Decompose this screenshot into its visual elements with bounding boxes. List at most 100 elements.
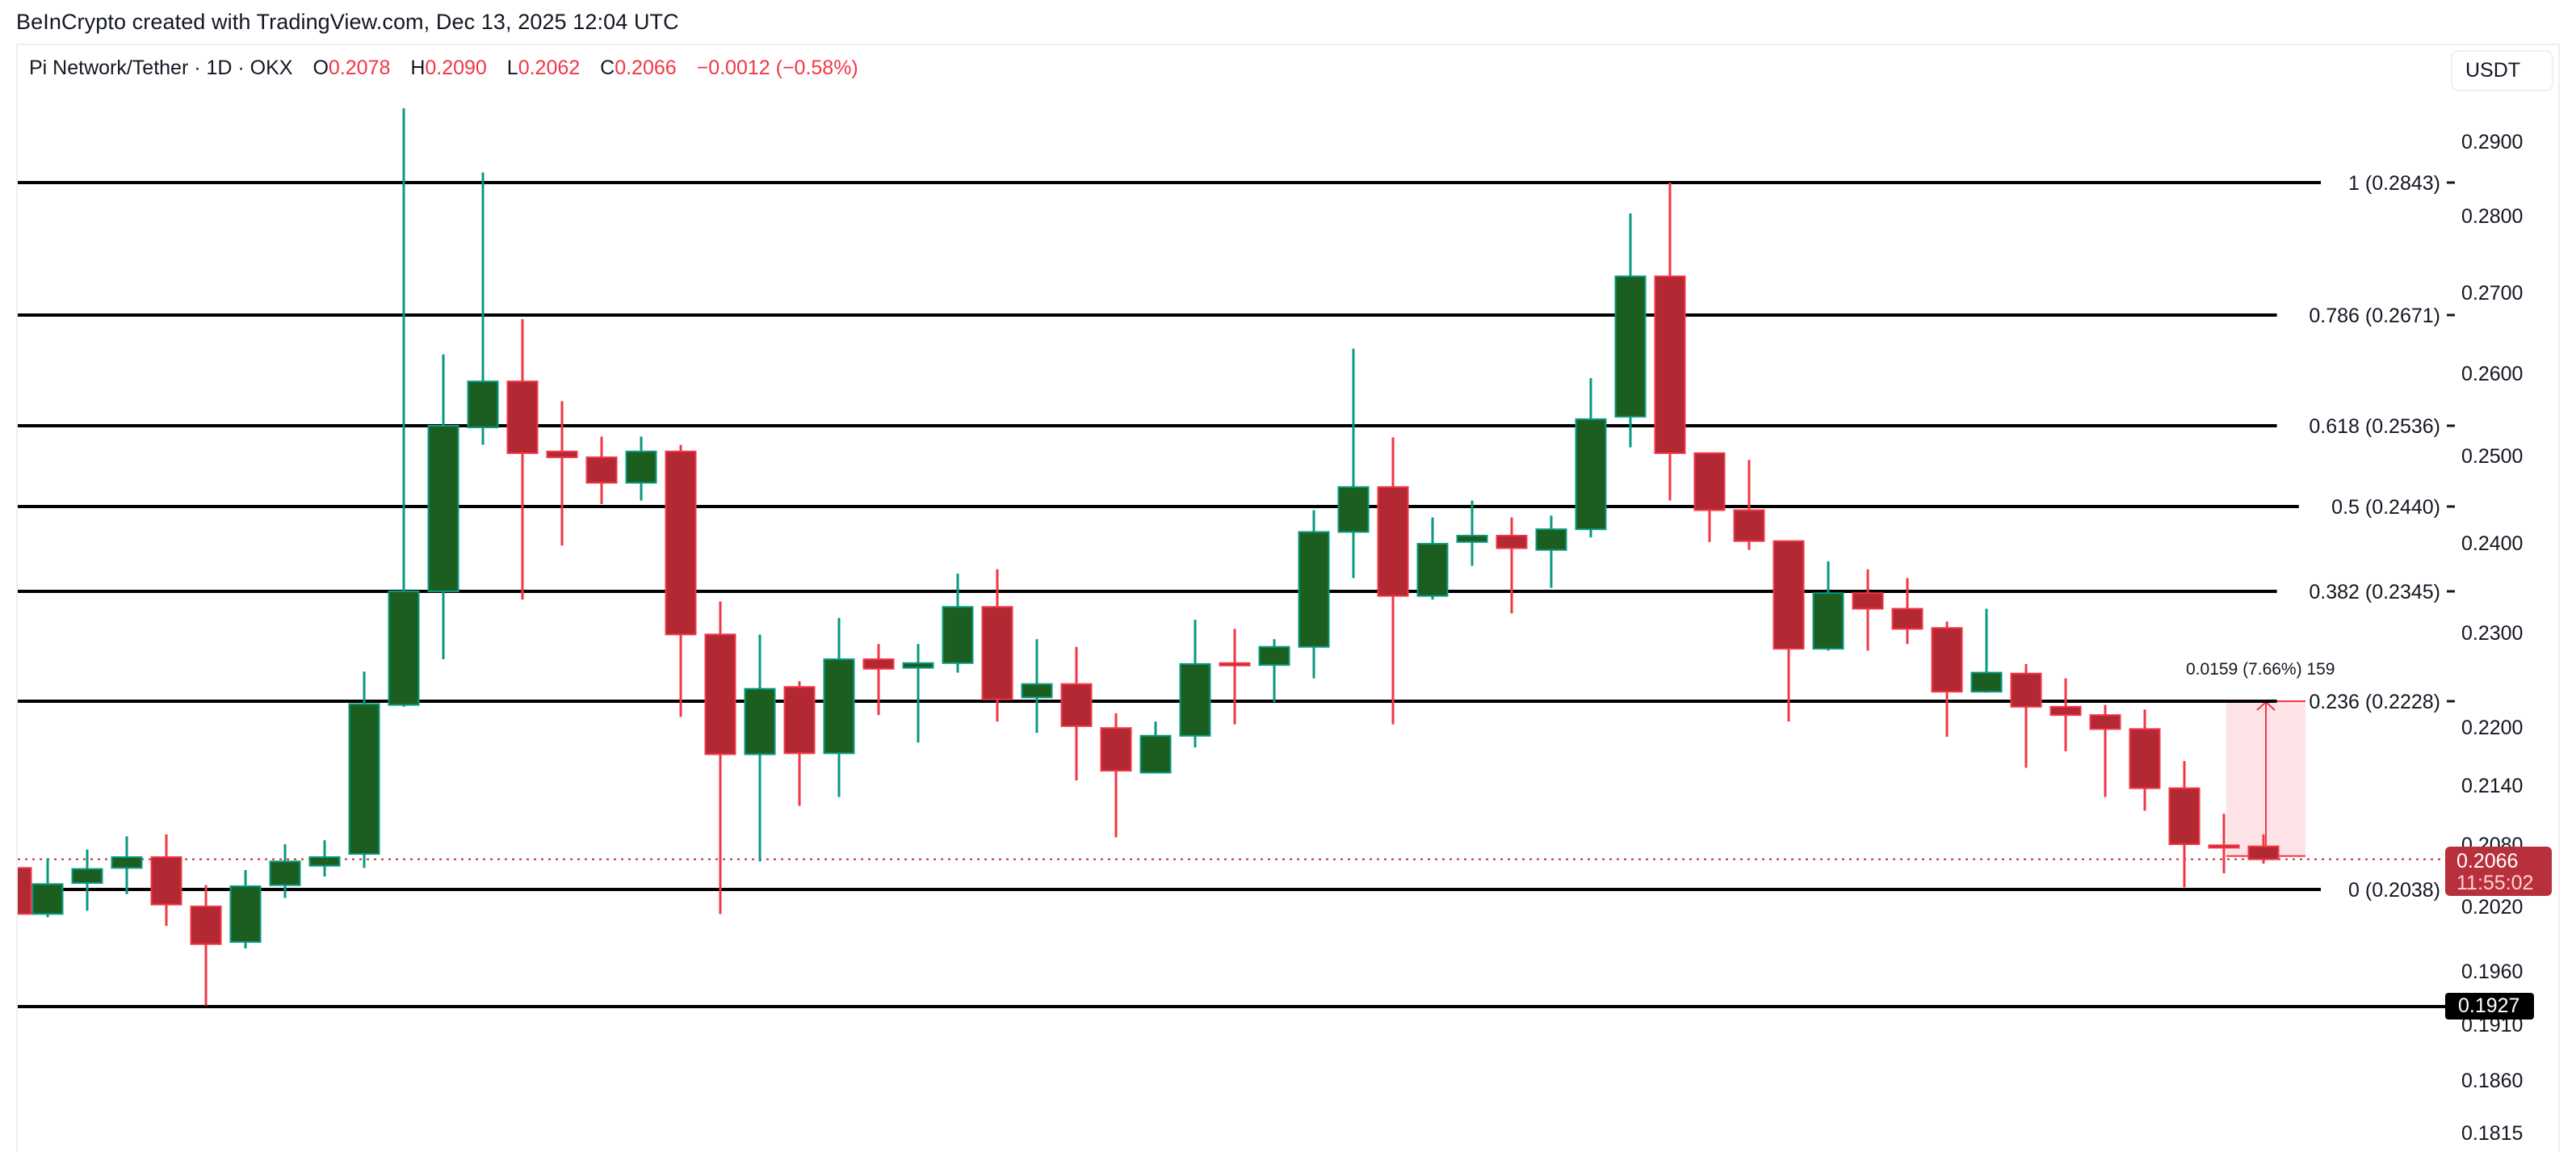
candle-body xyxy=(783,686,816,755)
bullish-candle[interactable] xyxy=(1416,517,1449,600)
bearish-candle[interactable] xyxy=(1891,578,1924,645)
bullish-candle[interactable] xyxy=(902,644,934,743)
candle-body xyxy=(1219,662,1251,666)
chart-frame xyxy=(16,44,2560,1152)
fibonacci-retracement[interactable]: 1 (0.2843) 0.786 (0.2671) 0.618 (0.2536) 0.… xyxy=(18,172,2455,1008)
bullish-candle[interactable] xyxy=(71,849,103,911)
bullish-candle[interactable] xyxy=(1337,348,1370,578)
bullish-candle[interactable] xyxy=(1456,500,1488,566)
symbol-title[interactable]: Pi Network/Tether · 1D · OKX xyxy=(29,57,293,79)
bearish-candle[interactable] xyxy=(506,319,539,600)
candle-body xyxy=(2089,714,2121,730)
currency-unit-button[interactable]: USDT xyxy=(2451,50,2553,91)
bullish-candle[interactable] xyxy=(269,844,301,898)
bearish-candle[interactable] xyxy=(2,861,32,917)
price-axis-label: 0.1960 xyxy=(2461,961,2523,983)
candle-body xyxy=(546,450,578,459)
bullish-candle[interactable] xyxy=(823,617,855,797)
bullish-candle[interactable] xyxy=(942,574,974,673)
price-axis-label: 0.2140 xyxy=(2461,775,2523,797)
bullish-candle[interactable] xyxy=(31,858,64,918)
candle-body xyxy=(2129,728,2161,789)
candle-body xyxy=(1812,592,1844,650)
bearish-candle[interactable] xyxy=(2049,678,2082,751)
bullish-candle[interactable] xyxy=(1575,378,1607,538)
bearish-candle[interactable] xyxy=(1773,540,1805,722)
bullish-candle[interactable] xyxy=(744,634,776,862)
bearish-candle[interactable] xyxy=(665,444,697,717)
bearish-candle[interactable] xyxy=(1377,437,1409,725)
bearish-candle[interactable] xyxy=(1654,183,1686,501)
bearish-candle[interactable] xyxy=(862,644,895,716)
bearish-candle[interactable] xyxy=(2129,709,2161,811)
bullish-candle[interactable] xyxy=(625,436,657,501)
candle-body xyxy=(1891,608,1924,630)
price-axis-label: 0.2400 xyxy=(2461,532,2523,555)
candle-body xyxy=(2049,705,2082,717)
bearish-candle[interactable] xyxy=(981,569,1013,722)
bearish-candle[interactable] xyxy=(1100,713,1132,838)
bullish-candle[interactable] xyxy=(1970,608,2003,693)
candle-body xyxy=(1100,727,1132,772)
bearish-candle[interactable] xyxy=(585,436,618,504)
candle-body xyxy=(1139,734,1172,774)
price-axis[interactable]: 0.2900 0.2800 0.2700 0.2600 0.2500 0.2400 0.23… xyxy=(2461,131,2523,1145)
bullish-candle[interactable] xyxy=(1298,510,1330,679)
candle-body xyxy=(665,450,697,636)
bearish-candle[interactable] xyxy=(783,681,816,806)
bullish-candle[interactable] xyxy=(427,354,459,660)
bearish-candle[interactable] xyxy=(150,834,183,926)
bullish-candle[interactable] xyxy=(1614,213,1647,448)
candle-body xyxy=(2168,787,2201,846)
bullish-candle[interactable] xyxy=(229,870,262,948)
bearish-candle[interactable] xyxy=(2247,834,2280,864)
bullish-candle[interactable] xyxy=(1021,639,1053,734)
bullish-candle[interactable] xyxy=(1179,620,1211,748)
candle-body xyxy=(1773,540,1805,650)
bearish-candle[interactable] xyxy=(704,601,736,914)
bearish-candle[interactable] xyxy=(190,885,222,1006)
price-axis-label: 0.2300 xyxy=(2461,622,2523,645)
bearish-candle[interactable] xyxy=(1852,569,1884,651)
bearish-candle[interactable] xyxy=(2010,663,2042,768)
bullish-candle[interactable] xyxy=(308,840,341,877)
price-range-measure[interactable]: 0.0159 (7.66%) 159 xyxy=(2186,660,2335,857)
bearish-candle[interactable] xyxy=(1733,460,1765,550)
candle-body xyxy=(585,456,618,484)
bearish-candle[interactable] xyxy=(546,401,578,546)
bullish-candle[interactable] xyxy=(111,836,143,894)
bearish-candle[interactable] xyxy=(2089,704,2121,797)
candles xyxy=(2,108,2280,1006)
bearish-candle[interactable] xyxy=(1219,629,1251,725)
candle-body xyxy=(1060,683,1093,727)
support-line-price-tag: 0.1927 xyxy=(2445,993,2534,1020)
bullish-candle[interactable] xyxy=(348,671,380,868)
candle-body xyxy=(1693,452,1726,511)
bullish-candle[interactable] xyxy=(1535,515,1567,588)
candle-body xyxy=(2247,845,2280,860)
bearish-candle[interactable] xyxy=(2208,814,2240,873)
price-axis-label: 0.2020 xyxy=(2461,896,2523,919)
candle-body xyxy=(348,703,380,856)
candle-body xyxy=(1258,645,1290,666)
price-axis-label: 0.1860 xyxy=(2461,1070,2523,1092)
fib-level-label: 0.5 (0.2440) xyxy=(2331,496,2440,519)
bearish-candle[interactable] xyxy=(2168,761,2201,888)
bullish-candle[interactable] xyxy=(467,172,499,445)
bullish-candle[interactable] xyxy=(1139,721,1172,774)
bearish-candle[interactable] xyxy=(1496,517,1528,614)
bullish-candle[interactable] xyxy=(1812,561,1844,651)
candle-body xyxy=(2208,844,2240,849)
candle-body xyxy=(1298,531,1330,648)
candle-body xyxy=(2010,672,2042,708)
bullish-candle[interactable] xyxy=(1258,639,1290,703)
candle-body xyxy=(942,606,974,664)
bearish-candle[interactable] xyxy=(1693,452,1726,542)
bearish-candle[interactable] xyxy=(1931,621,1963,737)
bearish-candle[interactable] xyxy=(1060,646,1093,780)
candle-body xyxy=(1931,627,1963,693)
bullish-candle[interactable] xyxy=(388,108,420,707)
candle-body xyxy=(427,425,459,592)
last-price-value: 0.2066 xyxy=(2456,850,2519,872)
